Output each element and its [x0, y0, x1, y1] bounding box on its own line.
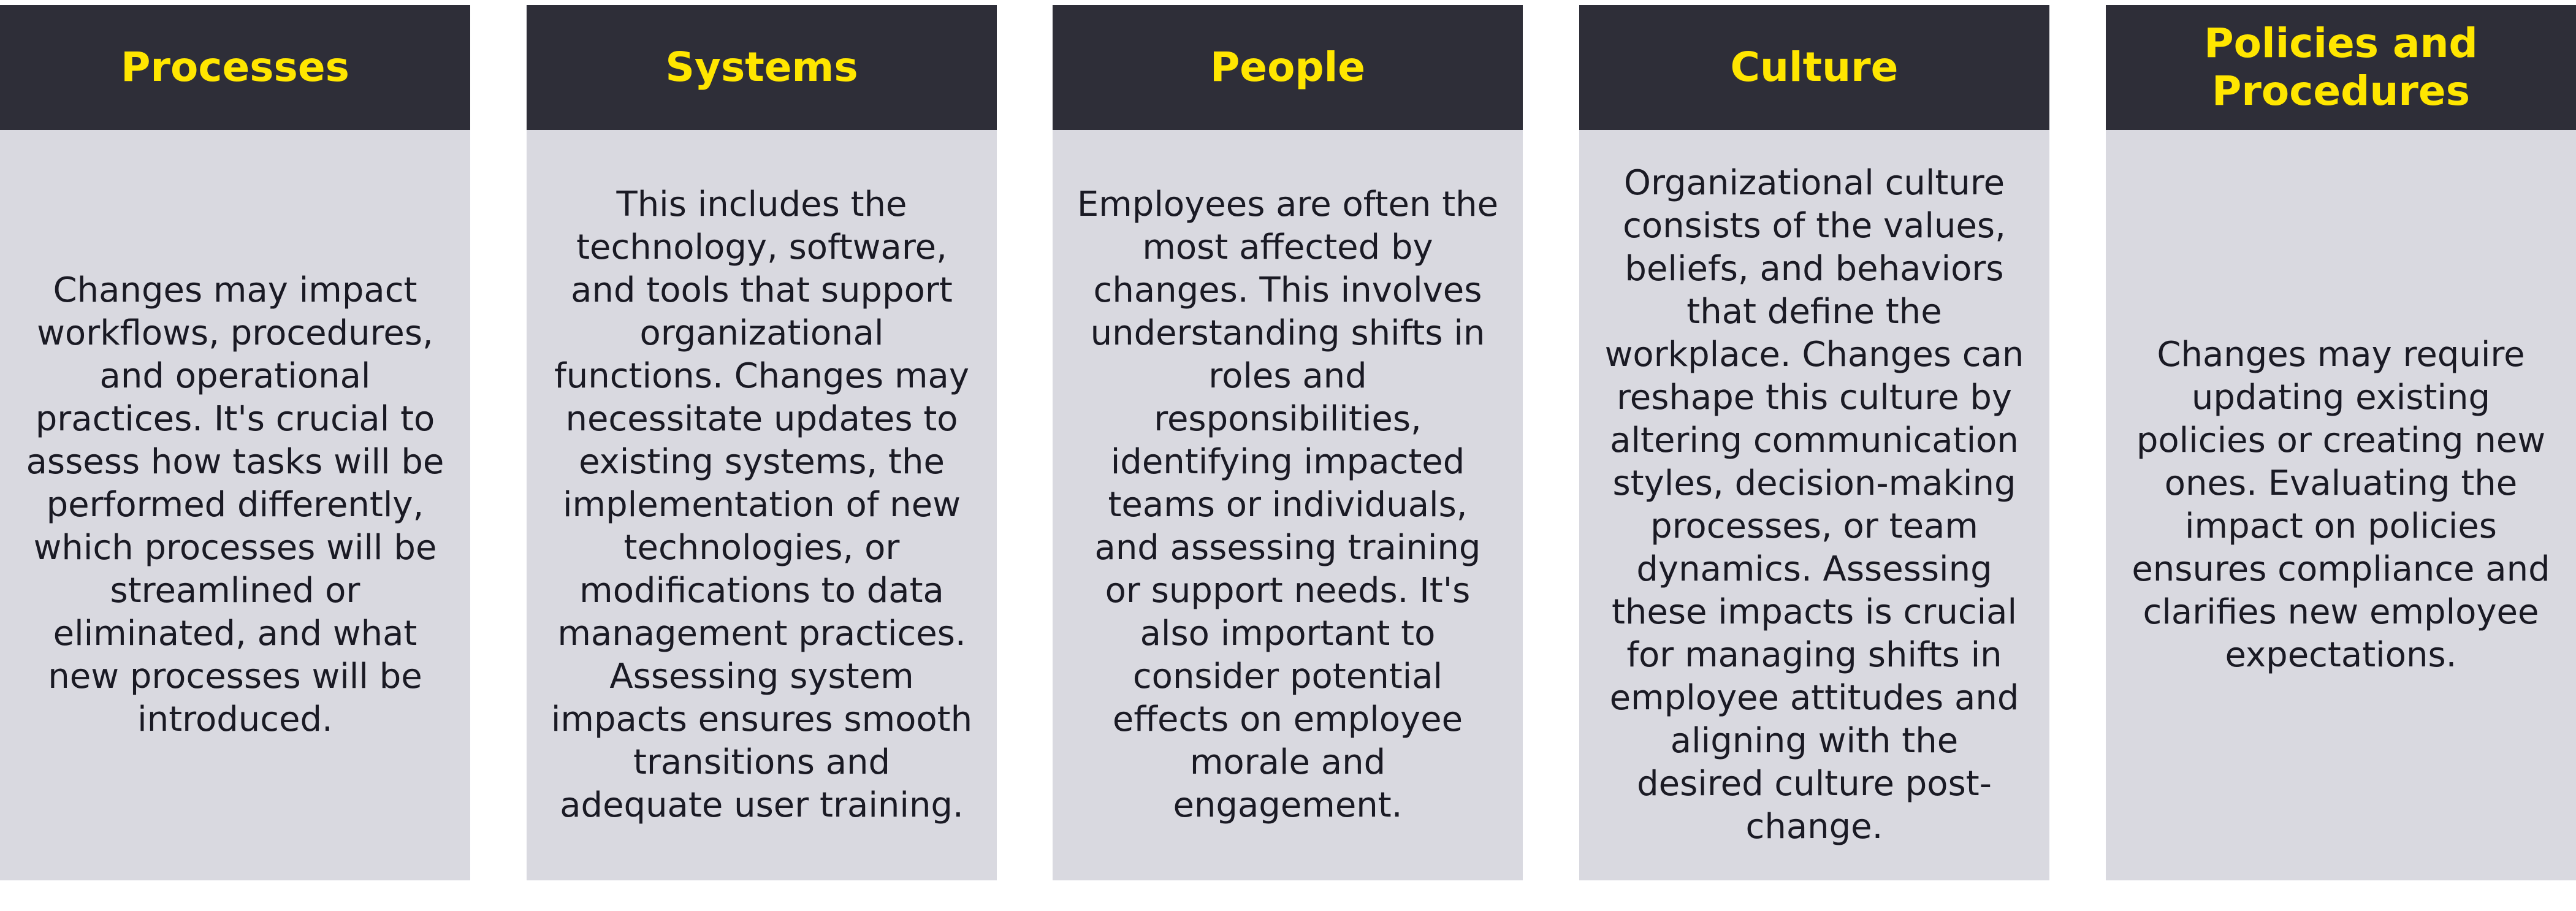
impact-areas-diagram: Processes Changes may impact workflows, …: [0, 5, 2576, 880]
card-header: Culture: [1579, 5, 2049, 130]
card-header: Systems: [527, 5, 997, 130]
card-title: Systems: [665, 44, 858, 91]
card-culture: Culture Organizational culture consists …: [1579, 5, 2049, 880]
card-body: Changes may impact workflows, procedures…: [0, 130, 470, 880]
card-title: Policies and Procedures: [2204, 20, 2478, 115]
card-header: People: [1053, 5, 1523, 130]
card-people: People Employees are often the most affe…: [1053, 5, 1523, 880]
card-description: Changes may impact workflows, procedures…: [26, 270, 444, 739]
card-header: Processes: [0, 5, 470, 130]
card-body: This includes the technology, software, …: [527, 130, 997, 880]
card-policies-and-procedures: Policies and Procedures Changes may requ…: [2106, 5, 2576, 880]
card-title: People: [1210, 44, 1366, 91]
card-description: Employees are often the most affected by…: [1077, 185, 1499, 825]
card-systems: Systems This includes the technology, so…: [527, 5, 997, 880]
card-title: Processes: [121, 44, 349, 91]
card-body: Changes may require updating existing po…: [2106, 130, 2576, 880]
card-description: Changes may require updating existing po…: [2132, 335, 2550, 675]
card-title: Culture: [1730, 44, 1899, 91]
card-body: Employees are often the most affected by…: [1053, 130, 1523, 880]
card-description: Organizational culture consists of the v…: [1604, 163, 2024, 847]
card-header: Policies and Procedures: [2106, 5, 2576, 130]
card-processes: Processes Changes may impact workflows, …: [0, 5, 470, 880]
card-description: This includes the technology, software, …: [551, 185, 973, 825]
card-body: Organizational culture consists of the v…: [1579, 130, 2049, 880]
